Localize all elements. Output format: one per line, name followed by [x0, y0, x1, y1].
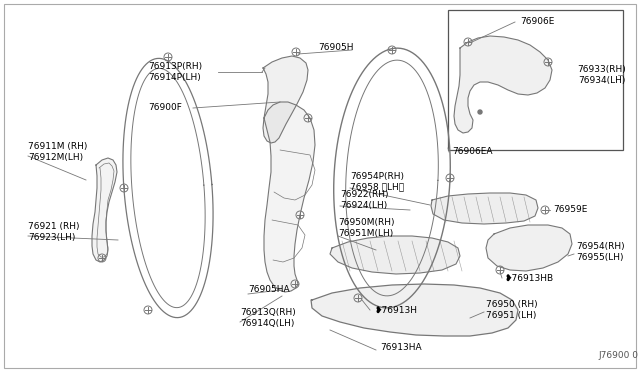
- Text: 76905HA: 76905HA: [248, 285, 290, 295]
- Text: J76900 0: J76900 0: [598, 352, 638, 360]
- Text: 76911M (RH)
76912M(LH): 76911M (RH) 76912M(LH): [28, 142, 88, 162]
- Text: 76913HA: 76913HA: [380, 343, 422, 353]
- Text: 76906EA: 76906EA: [452, 148, 493, 157]
- Text: 76922(RH)
76924(LH): 76922(RH) 76924(LH): [340, 190, 388, 210]
- Text: 76900F: 76900F: [148, 103, 182, 112]
- Text: 76921 (RH)
76923(LH): 76921 (RH) 76923(LH): [28, 222, 79, 242]
- Text: 76913Q(RH)
76914Q(LH): 76913Q(RH) 76914Q(LH): [240, 308, 296, 328]
- Text: 76950 (RH)
76951 (LH): 76950 (RH) 76951 (LH): [486, 300, 538, 320]
- Text: 76954(RH)
76955(LH): 76954(RH) 76955(LH): [576, 242, 625, 262]
- Circle shape: [478, 110, 482, 114]
- Text: 76959E: 76959E: [553, 205, 588, 215]
- Text: ❥76913HB: ❥76913HB: [504, 273, 553, 282]
- Text: 76950M(RH)
76951M(LH): 76950M(RH) 76951M(LH): [338, 218, 394, 238]
- Text: 76905H: 76905H: [318, 44, 353, 52]
- Text: 76906E: 76906E: [520, 17, 554, 26]
- Polygon shape: [311, 284, 518, 336]
- Text: ❥76913H: ❥76913H: [374, 305, 417, 314]
- Text: 76913P(RH)
76914P(LH): 76913P(RH) 76914P(LH): [148, 62, 202, 82]
- Text: 76933(RH)
76934(LH): 76933(RH) 76934(LH): [577, 65, 626, 85]
- Polygon shape: [92, 158, 117, 262]
- Text: 76954P(RH)
76958 〈LH〉: 76954P(RH) 76958 〈LH〉: [350, 172, 404, 192]
- Polygon shape: [454, 36, 552, 133]
- Polygon shape: [264, 102, 315, 292]
- Polygon shape: [486, 225, 572, 271]
- Polygon shape: [330, 236, 460, 274]
- Polygon shape: [431, 193, 538, 224]
- Polygon shape: [263, 56, 308, 143]
